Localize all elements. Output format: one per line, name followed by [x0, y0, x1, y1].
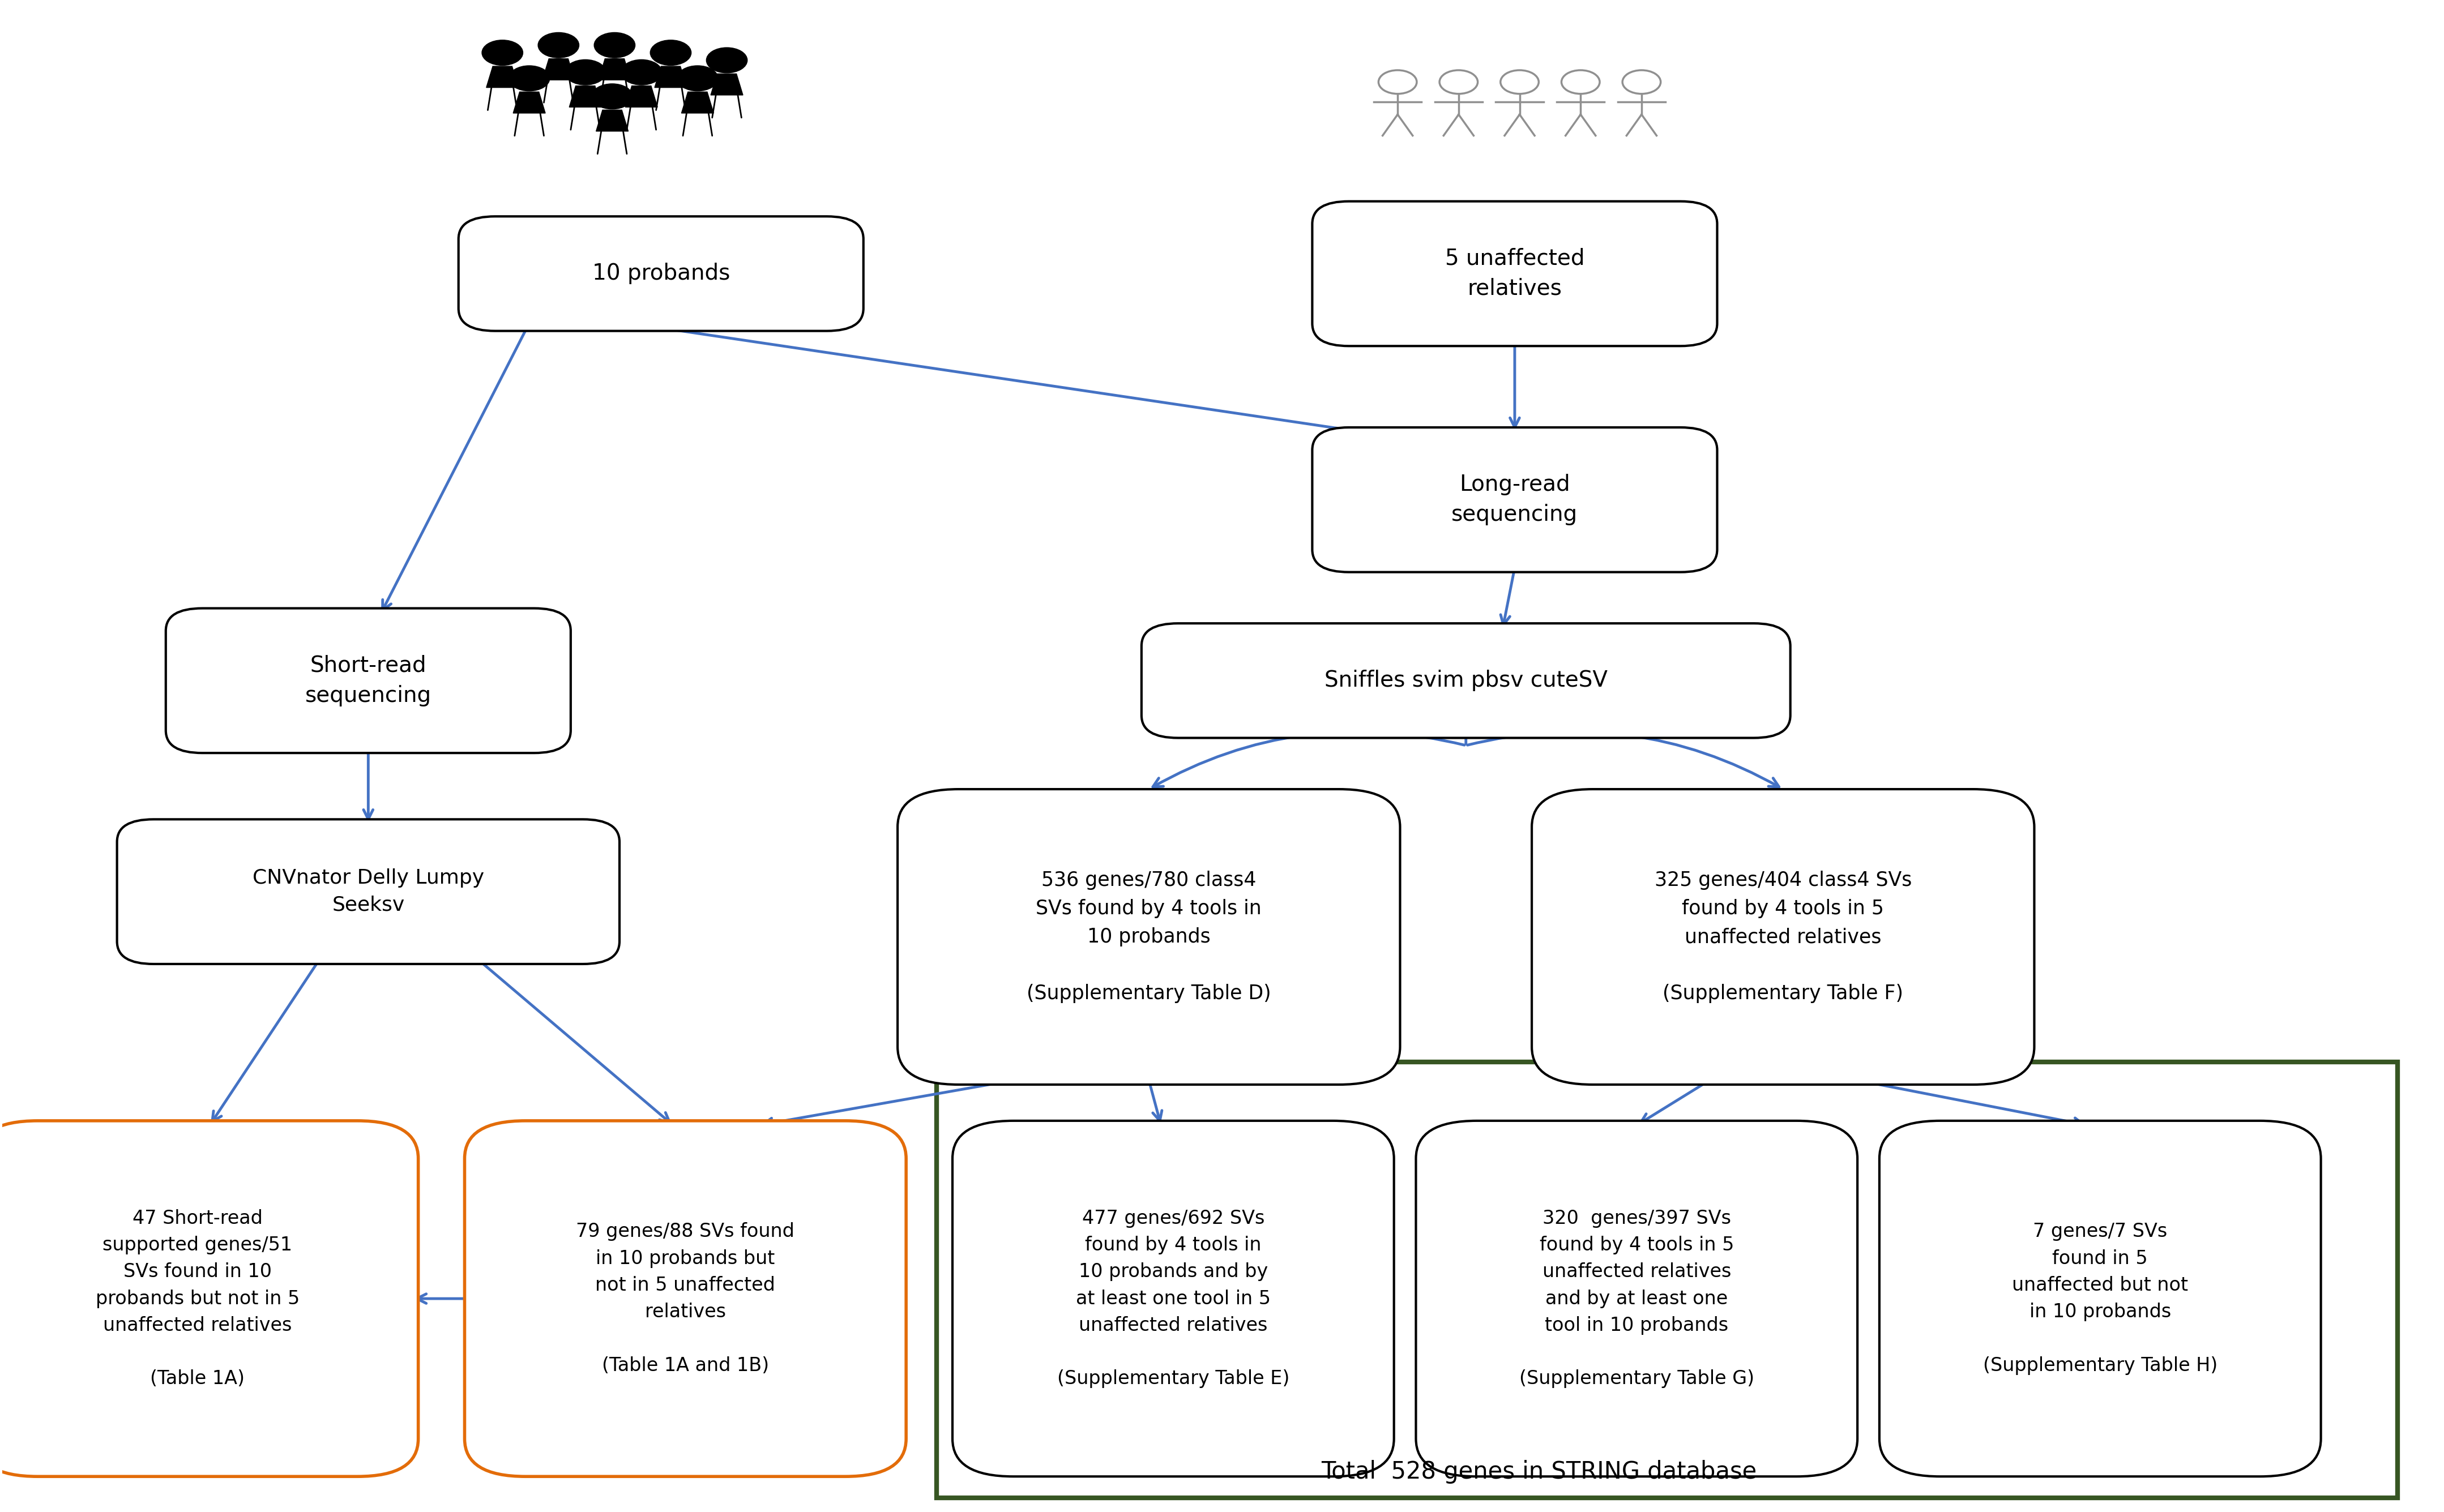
FancyBboxPatch shape — [1415, 1120, 1857, 1477]
Text: Total  528 genes in STRING database: Total 528 genes in STRING database — [1322, 1461, 1757, 1483]
Polygon shape — [596, 110, 628, 132]
Text: 10 probands: 10 probands — [591, 263, 731, 284]
Circle shape — [650, 39, 692, 65]
Text: 79 genes/88 SVs found
in 10 probands but
not in 5 unaffected
relatives

(Table 1: 79 genes/88 SVs found in 10 probands but… — [577, 1222, 794, 1374]
FancyBboxPatch shape — [1532, 789, 2033, 1084]
Circle shape — [508, 65, 550, 91]
Polygon shape — [682, 92, 714, 113]
Circle shape — [677, 65, 719, 91]
Text: 320  genes/397 SVs
found by 4 tools in 5
unaffected relatives
and by at least on: 320 genes/397 SVs found by 4 tools in 5 … — [1520, 1210, 1755, 1388]
FancyBboxPatch shape — [117, 820, 618, 965]
Polygon shape — [711, 74, 743, 95]
Text: Sniffles svim pbsv cuteSV: Sniffles svim pbsv cuteSV — [1325, 670, 1608, 691]
Text: CNVnator Delly Lumpy
Seeksv: CNVnator Delly Lumpy Seeksv — [252, 868, 484, 915]
Text: 477 genes/692 SVs
found by 4 tools in
10 probands and by
at least one tool in 5
: 477 genes/692 SVs found by 4 tools in 10… — [1056, 1210, 1290, 1388]
FancyBboxPatch shape — [459, 216, 863, 331]
FancyBboxPatch shape — [1879, 1120, 2322, 1477]
Circle shape — [594, 32, 635, 57]
FancyBboxPatch shape — [464, 1120, 907, 1477]
Circle shape — [481, 39, 523, 65]
Text: Long-read
sequencing: Long-read sequencing — [1452, 473, 1579, 526]
Circle shape — [591, 83, 633, 109]
FancyBboxPatch shape — [1312, 428, 1718, 572]
FancyBboxPatch shape — [936, 1061, 2398, 1497]
FancyBboxPatch shape — [0, 1120, 418, 1477]
FancyBboxPatch shape — [166, 608, 572, 753]
Text: 325 genes/404 class4 SVs
found by 4 tools in 5
unaffected relatives

(Supplement: 325 genes/404 class4 SVs found by 4 tool… — [1655, 871, 1911, 1004]
Polygon shape — [599, 59, 631, 80]
Circle shape — [621, 59, 662, 85]
Polygon shape — [569, 86, 601, 107]
Polygon shape — [543, 59, 574, 80]
Polygon shape — [655, 67, 687, 88]
Text: 47 Short-read
supported genes/51
SVs found in 10
probands but not in 5
unaffecte: 47 Short-read supported genes/51 SVs fou… — [95, 1210, 301, 1388]
Circle shape — [706, 47, 748, 73]
Text: 5 unaffected
relatives: 5 unaffected relatives — [1444, 248, 1584, 299]
Text: Short-read
sequencing: Short-read sequencing — [306, 655, 433, 706]
FancyBboxPatch shape — [1141, 623, 1791, 738]
FancyBboxPatch shape — [953, 1120, 1393, 1477]
Polygon shape — [626, 86, 657, 107]
Circle shape — [565, 59, 606, 85]
Polygon shape — [513, 92, 545, 113]
FancyBboxPatch shape — [1312, 201, 1718, 346]
Text: 536 genes/780 class4
SVs found by 4 tools in
10 probands

(Supplementary Table D: 536 genes/780 class4 SVs found by 4 tool… — [1026, 871, 1271, 1004]
Polygon shape — [486, 67, 518, 88]
Circle shape — [538, 32, 579, 57]
FancyBboxPatch shape — [897, 789, 1400, 1084]
Text: 7 genes/7 SVs
found in 5
unaffected but not
in 10 probands

(Supplementary Table: 7 genes/7 SVs found in 5 unaffected but … — [1982, 1222, 2217, 1374]
